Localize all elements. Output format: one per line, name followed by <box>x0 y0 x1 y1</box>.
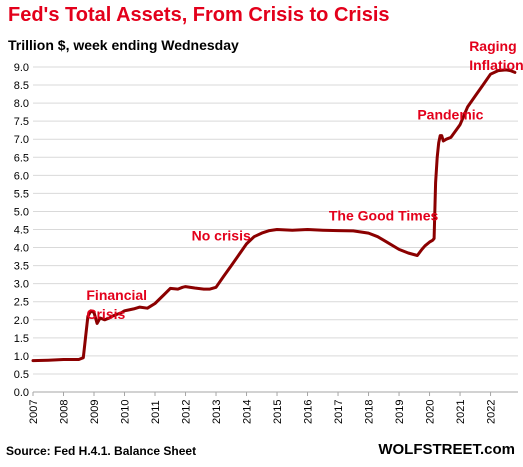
y-tick-label-18: 9.0 <box>14 62 29 74</box>
brand-label: WOLFSTREET.com <box>378 441 515 458</box>
x-tick-label-11: 2018 <box>364 400 376 424</box>
y-tick-label-1: 0.5 <box>14 369 29 381</box>
x-tick-label-6: 2013 <box>211 400 223 424</box>
y-tick-label-13: 6.5 <box>14 152 29 164</box>
x-tick-label-10: 2017 <box>333 400 345 424</box>
x-tick-label-15: 2022 <box>486 400 498 424</box>
chart-subtitle: Trillion $, week ending Wednesday <box>8 37 239 53</box>
source-note: Source: Fed H.4.1. Balance Sheet <box>6 444 197 458</box>
y-tick-label-9: 4.5 <box>14 225 29 237</box>
y-tick-label-12: 6.0 <box>14 170 29 182</box>
y-tick-label-8: 4.0 <box>14 243 29 255</box>
y-tick-label-7: 3.5 <box>14 261 29 273</box>
y-tick-label-10: 5.0 <box>14 206 29 218</box>
x-tick-label-2: 2009 <box>89 400 101 424</box>
series-line-0 <box>31 68 517 363</box>
y-axis-ticks: 0.0 0.5 1.0 1.5 2.0 2.5 3.0 3.5 4.0 4.5 5.0 5.5 6.0 6… <box>14 62 29 399</box>
y-tick-label-15: 7.5 <box>14 116 29 128</box>
x-tick-label-8: 2015 <box>272 400 284 424</box>
y-tick-label-16: 8.0 <box>14 98 29 110</box>
x-tick-label-12: 2019 <box>394 400 406 424</box>
y-tick-label-4: 2.0 <box>14 315 29 327</box>
x-axis-ticks: 2007 2008 2009 2010 2011 2012 2013 2014 2015 2016… <box>28 392 498 424</box>
y-tick-label-17: 8.5 <box>14 80 29 92</box>
x-tick-label-0: 2007 <box>28 400 40 424</box>
x-tick-label-4: 2011 <box>150 400 162 424</box>
x-tick-label-1: 2008 <box>59 400 71 424</box>
annotation-2: The Good Times <box>329 207 439 223</box>
y-tick-label-2: 1.0 <box>14 351 29 363</box>
y-tick-label-6: 3.0 <box>14 279 29 291</box>
y-tick-label-3: 1.5 <box>14 333 29 345</box>
x-tick-label-9: 2016 <box>303 400 315 424</box>
x-tick-label-7: 2014 <box>242 400 254 424</box>
chart-title: Fed's Total Assets, From Crisis to Crisi… <box>8 4 390 26</box>
y-tick-label-11: 5.5 <box>14 188 29 200</box>
annotation-layer: Financial Crisis No crisis The Good Times Pa… <box>86 38 523 322</box>
x-tick-label-13: 2020 <box>425 400 437 424</box>
y-tick-label-14: 7.0 <box>14 134 29 146</box>
x-tick-label-5: 2012 <box>181 400 193 424</box>
annotation-1: No crisis <box>192 227 251 243</box>
y-tick-label-0: 0.0 <box>14 387 29 399</box>
annotation-3: Pandemic <box>417 106 483 122</box>
y-tick-label-5: 2.5 <box>14 297 29 309</box>
series-layer <box>31 68 517 363</box>
annotation-0: Financial Crisis <box>86 287 147 322</box>
x-tick-label-3: 2010 <box>120 400 132 424</box>
x-tick-label-14: 2021 <box>455 400 467 424</box>
annotation-4: Raging Inflation <box>469 38 523 73</box>
